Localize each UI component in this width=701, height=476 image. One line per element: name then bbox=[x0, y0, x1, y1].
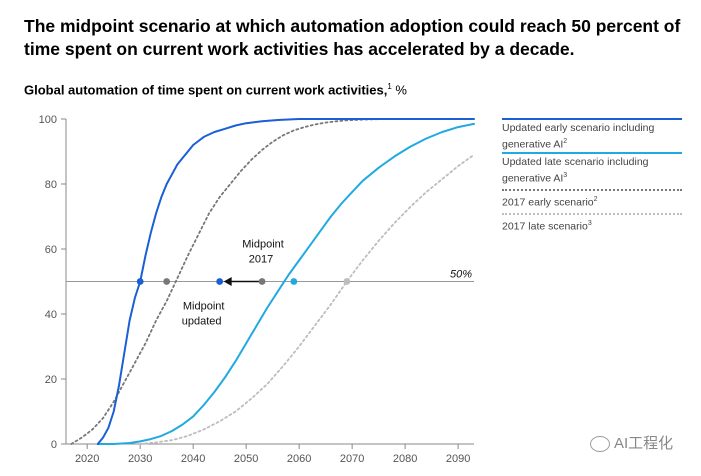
legend-label-3: 2017 late scenario bbox=[502, 220, 588, 233]
y-tick-label: 60 bbox=[45, 244, 57, 256]
midpoint-updated-dot bbox=[216, 278, 224, 285]
legend-footnote-2: 2 bbox=[593, 196, 598, 203]
legend-item-1: Updated late scenario including generati… bbox=[502, 152, 682, 186]
annotation-midpoint-updated-line2: updated bbox=[182, 316, 222, 328]
legend-footnote-1: 3 bbox=[563, 172, 568, 179]
series-line-3 bbox=[139, 153, 475, 445]
series-line-0 bbox=[96, 118, 475, 445]
x-tick-label: 2050 bbox=[234, 453, 258, 465]
subtitle-main: Global automation of time spent on curre… bbox=[24, 82, 388, 98]
legend-label-1: Updated late scenario including generati… bbox=[502, 156, 649, 185]
series-line-2 bbox=[70, 118, 475, 445]
x-tick-label: 2090 bbox=[446, 453, 470, 465]
legend-label-2: 2017 early scenario bbox=[502, 196, 594, 209]
x-tick-label: 2080 bbox=[393, 453, 417, 465]
annotation-midpoint-updated-line1: Midpoint bbox=[183, 301, 225, 313]
legend-item-2: 2017 early scenario2 bbox=[502, 189, 682, 210]
annotation-midpoint-2017-line1: Midpoint bbox=[242, 239, 284, 251]
x-tick-label: 2020 bbox=[75, 453, 99, 465]
legend-line-3 bbox=[502, 213, 682, 215]
x-tick-label: 2070 bbox=[340, 453, 364, 465]
series-line-1 bbox=[96, 122, 475, 445]
legend-footnote-3: 3 bbox=[587, 220, 592, 227]
y-tick-label: 0 bbox=[51, 439, 57, 451]
watermark-text: AI工程化 bbox=[614, 435, 674, 452]
legend-line-1 bbox=[502, 152, 682, 154]
midpoint-dot-3 bbox=[343, 278, 351, 285]
midpoint-50-label: 50% bbox=[450, 269, 472, 281]
legend-footnote-0: 2 bbox=[563, 138, 568, 145]
chart-subtitle: Global automation of time spent on curre… bbox=[24, 82, 407, 97]
x-tick-label: 2040 bbox=[181, 453, 205, 465]
x-tick-label: 2030 bbox=[128, 453, 152, 465]
wechat-icon bbox=[590, 436, 610, 453]
subtitle-unit: % bbox=[391, 82, 407, 98]
midpoint-dot-1 bbox=[163, 278, 171, 285]
midpoint-dot-0 bbox=[136, 278, 144, 285]
midpoint-2017-dot bbox=[258, 278, 266, 285]
subtitle-footnote: 1 bbox=[387, 82, 392, 91]
legend-label-0: Updated early scenario including generat… bbox=[502, 122, 655, 151]
y-tick-label: 100 bbox=[39, 114, 57, 126]
annotation-midpoint-2017-line2: 2017 bbox=[249, 254, 273, 266]
legend-item-3: 2017 late scenario3 bbox=[502, 213, 682, 234]
chart-headline: The midpoint scenario at which automatio… bbox=[24, 16, 681, 59]
midpoint-dot-2 bbox=[290, 278, 298, 285]
x-tick-label: 2060 bbox=[287, 453, 311, 465]
legend-line-0 bbox=[502, 118, 682, 120]
legend-line-2 bbox=[502, 189, 682, 191]
y-tick-label: 40 bbox=[45, 309, 57, 321]
midpoint-shift-arrowhead bbox=[223, 277, 232, 286]
watermark: AI工程化 bbox=[590, 432, 673, 453]
legend-item-0: Updated early scenario including generat… bbox=[502, 118, 682, 152]
y-tick-label: 80 bbox=[45, 179, 57, 191]
y-tick-label: 20 bbox=[45, 374, 57, 386]
